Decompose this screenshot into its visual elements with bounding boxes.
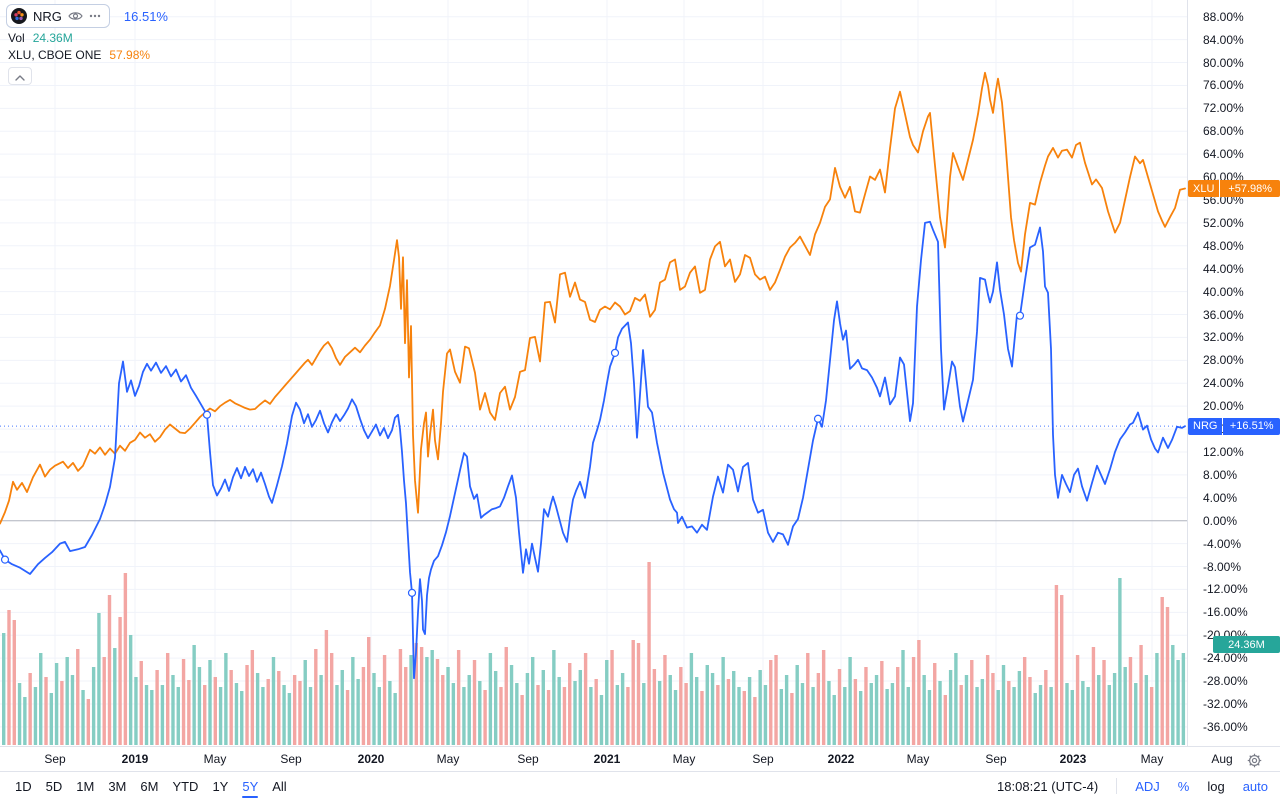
price-tick-label: 84.00% [1203,32,1244,47]
compare-row: XLU, CBOE ONE 57.98% [6,48,168,62]
price-tick-label: 64.00% [1203,147,1244,162]
time-tick-label: 2023 [1059,752,1087,766]
chart-plot[interactable] [0,0,1280,746]
price-tick-label: 52.00% [1203,215,1244,230]
range-button-5y[interactable]: 5Y [235,777,265,798]
price-tick-label: 68.00% [1203,124,1244,139]
symbol-change-value: 16.51% [123,8,168,24]
price-tick-label: 88.00% [1203,9,1244,24]
price-tick-label: -36.00% [1203,719,1248,734]
chart-panel: 88.00% 84.00% 80.00% 76.00% 72.00% 68.00% 64.0… [0,0,1280,772]
volume-label: Vol [8,31,25,45]
price-tick-label: 72.00% [1203,101,1244,116]
legend: NRG 16.51% Vol 24.36M XLU, CBO [6,4,168,85]
xlu-line [0,71,1186,525]
adjusted-toggle[interactable]: ADJ [1135,778,1160,794]
price-tick-label: 24.00% [1203,376,1244,391]
price-tick-label: 12.00% [1203,444,1244,459]
compare-symbol-label: XLU, CBOE ONE [8,48,102,62]
xlu-badge-value: +57.98% [1220,180,1280,198]
time-tick-label: 2019 [121,752,149,766]
percent-scale-toggle[interactable]: % [1177,778,1190,794]
price-tick-label: 0.00% [1203,513,1238,528]
range-button-ytd[interactable]: YTD [172,778,199,794]
range-selector: 1D 5D 1M 3M 6M YTD 1Y 5Y All [8,777,294,798]
nrg-line [0,220,1186,680]
volume-value: 24.36M [32,31,73,45]
time-tick-label: Sep [985,752,1007,766]
clock-display[interactable]: 18:08:21 (UTC-4) [997,778,1099,794]
price-tick-label: 32.00% [1203,330,1244,345]
symbol-title: NRG [33,8,62,24]
bottom-toolbar: 1D 5D 1M 3M 6M YTD 1Y 5Y All 18:08:21 (U… [0,773,1280,799]
price-tick-label: 76.00% [1203,78,1244,93]
volume-bars [2,562,1186,745]
time-tick-label: May [1140,752,1164,766]
price-tick-label: 36.00% [1203,307,1244,322]
symbol-box[interactable]: NRG [6,4,110,28]
price-tick-label: 20.00% [1203,399,1244,414]
nrg-badge-value: +16.51% [1223,417,1280,435]
range-button-5d[interactable]: 5D [45,778,63,794]
range-button-6m[interactable]: 6M [140,778,159,794]
price-tick-label: 40.00% [1203,284,1244,299]
time-tick-label: Sep [752,752,774,766]
price-tick-label: -4.00% [1203,536,1242,551]
price-tick-label: 44.00% [1203,261,1244,276]
price-axis[interactable]: 88.00% 84.00% 80.00% 76.00% 72.00% 68.00% 64.0… [1187,0,1280,746]
price-tick-label: 80.00% [1203,55,1244,70]
time-tick-label: May [203,752,227,766]
range-button-3m[interactable]: 3M [108,778,127,794]
time-tick-label: May [436,752,460,766]
price-tick-label: 8.00% [1203,467,1238,482]
time-tick-label: 2021 [593,752,621,766]
more-options-icon[interactable] [89,14,101,18]
range-button-1y[interactable]: 1Y [212,778,229,794]
log-scale-toggle[interactable]: log [1207,778,1225,794]
volume-row: Vol 24.36M [6,31,168,45]
gear-icon[interactable] [1245,751,1263,769]
price-tick-label: -16.00% [1203,605,1248,620]
compare-change-value: 57.98% [109,48,151,62]
collapse-legend-button[interactable] [8,67,32,85]
xlu-price-badge: XLU +57.98% [1188,180,1280,198]
range-button-1d[interactable]: 1D [15,778,32,794]
price-tick-label: -28.00% [1203,674,1248,689]
time-tick-label: May [906,752,930,766]
xlu-badge-symbol: XLU [1188,180,1220,198]
time-axis[interactable]: Sep 2019 May Sep 2020 May Sep 2021 May Sep 2022 May… [0,746,1280,772]
price-tick-label: 28.00% [1203,353,1244,368]
time-tick-label: Aug [1211,752,1233,766]
volume-badge-value: 24.36M [1228,638,1265,651]
time-tick-label: May [672,752,696,766]
time-tick-label: Sep [44,752,66,766]
eye-icon[interactable] [68,10,83,22]
event-markers [0,311,1025,597]
toolbar-separator [1116,778,1118,794]
volume-badge: 24.36M [1213,636,1280,654]
price-tick-label: -12.00% [1203,582,1248,597]
range-button-1m[interactable]: 1M [76,778,95,794]
time-tick-label: Sep [517,752,539,766]
nrg-logo [11,8,27,24]
time-tick-label: 2022 [827,752,855,766]
auto-scale-toggle[interactable]: auto [1242,778,1268,794]
chevron-up-icon [15,69,25,84]
range-button-all[interactable]: All [272,778,287,794]
time-tick-label: Sep [280,752,302,766]
price-tick-label: 48.00% [1203,238,1244,253]
nrg-badge-symbol: NRG [1188,417,1223,435]
nrg-price-badge: NRG +16.51% [1188,417,1280,435]
price-tick-label: 4.00% [1203,490,1238,505]
time-tick-label: 2020 [357,752,385,766]
price-tick-label: -8.00% [1203,559,1242,574]
price-tick-label: -24.00% [1203,651,1248,666]
price-tick-label: -32.00% [1203,696,1248,711]
